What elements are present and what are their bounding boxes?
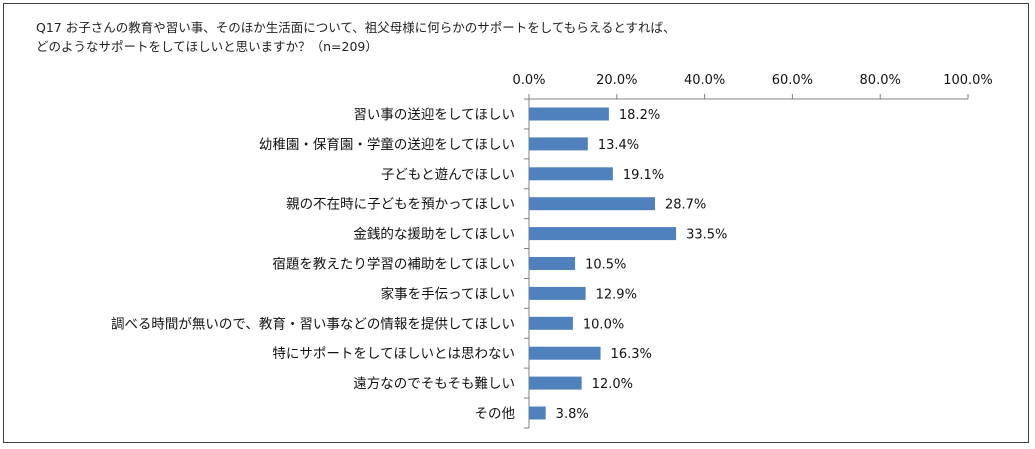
bar (529, 257, 576, 270)
bar (529, 107, 609, 121)
category-label: 習い事の送迎をしてほしい (353, 107, 515, 123)
bar-row: 親の不在時に子どもを預かってほしい 28.7% (286, 197, 706, 213)
bar (529, 227, 677, 241)
chart-frame (3, 3, 1029, 443)
category-label: 宿題を教えたり学習の補助をしてほしい (272, 256, 515, 273)
chart-title-line-1: Q17 お子さんの教育や習い事、そのほか生活面について、祖父母様に何らかのサポー… (36, 20, 676, 35)
bar-row: その他 3.8% (475, 406, 589, 422)
chart-title-line-2: どのようなサポートをしてほしいと思いますか？（n=209） (36, 39, 378, 54)
bar-row: 調べる時間が無いので、教育・習い事などの情報を提供してほしい 10.0% (111, 316, 624, 332)
data-label: 10.5% (585, 258, 626, 273)
bars-layer: 習い事の送迎をしてほしい 18.2% 幼稚園・保育園・学童の送迎をしてほしい 13.4… (111, 107, 727, 422)
bar-row: 金銭的な援助をしてほしい 33.5% (353, 227, 727, 243)
category-label: 家事を手伝ってほしい (381, 285, 515, 302)
x-tick-label: 80.0% (860, 73, 901, 88)
data-label: 28.7% (665, 198, 706, 213)
category-label: 親の不在時に子どもを預かってほしい (286, 197, 515, 213)
category-label: 金銭的な援助をしてほしい (353, 227, 515, 243)
data-label: 18.2% (619, 108, 660, 123)
data-label: 19.1% (623, 168, 664, 183)
category-label: 幼稚園・保育園・学童の送迎をしてほしい (259, 136, 515, 153)
bar (529, 167, 613, 181)
bar (529, 197, 655, 211)
data-label: 33.5% (686, 228, 727, 243)
data-label: 12.9% (596, 287, 637, 302)
category-label: その他 (475, 406, 516, 422)
bar-row: 子どもと遊んでほしい 19.1% (381, 167, 664, 183)
bar (529, 286, 586, 300)
data-label: 10.0% (583, 317, 624, 332)
bar-row: 幼稚園・保育園・学童の送迎をしてほしい 13.4% (259, 136, 639, 153)
x-tick-label: 40.0% (684, 73, 725, 88)
bar-row: 習い事の送迎をしてほしい 18.2% (353, 107, 660, 123)
bar-row: 特にサポートをしてほしいとは思わない 16.3% (272, 346, 651, 362)
x-tick-label: 60.0% (772, 73, 813, 88)
data-label: 16.3% (611, 347, 652, 362)
bar (529, 406, 546, 420)
data-label: 13.4% (598, 138, 639, 153)
bar-row: 宿題を教えたり学習の補助をしてほしい 10.5% (272, 256, 626, 273)
bar (529, 316, 573, 330)
axis-layer: 0.0% 20.0% 40.0% 60.0% 80.0% 100.0% (512, 73, 993, 429)
data-label: 3.8% (556, 407, 589, 422)
bar (529, 376, 582, 390)
x-tick-label: 20.0% (596, 73, 637, 88)
x-tick-label: 0.0% (512, 73, 545, 88)
category-label: 調べる時間が無いので、教育・習い事などの情報を提供してほしい (111, 316, 515, 332)
data-label: 12.0% (592, 377, 633, 392)
category-label: 遠方なのでそもそも難しい (353, 376, 515, 392)
category-label: 特にサポートをしてほしいとは思わない (272, 346, 515, 362)
bar (529, 346, 601, 360)
chart-title: Q17 お子さんの教育や習い事、そのほか生活面について、祖父母様に何らかのサポー… (36, 18, 796, 56)
bar-row: 遠方なのでそもそも難しい 12.0% (353, 376, 633, 392)
category-label: 子どもと遊んでほしい (381, 167, 515, 183)
bar-row: 家事を手伝ってほしい 12.9% (381, 285, 637, 302)
bar (529, 137, 588, 151)
x-tick-label: 100.0% (943, 73, 993, 88)
